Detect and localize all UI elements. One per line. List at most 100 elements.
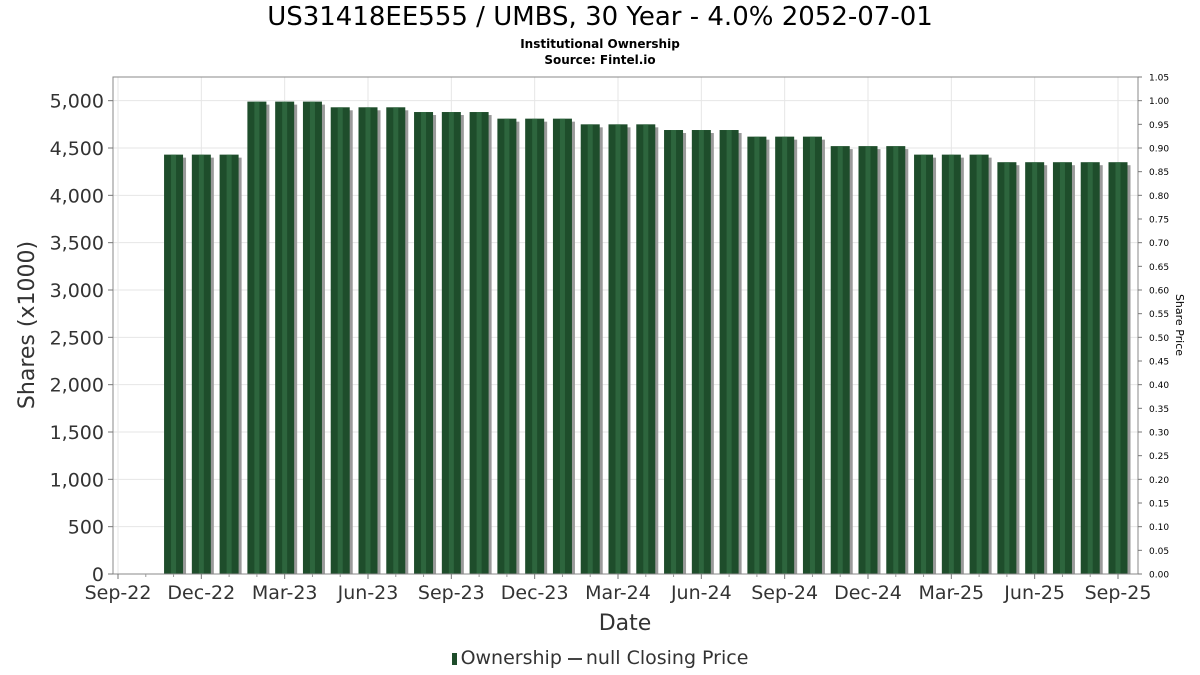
y-axis: 0 500 1,000 1,500 2,000 2,500 3,000 3,500 4,000 4… — [50, 91, 113, 586]
bars — [164, 101, 1131, 575]
y2-tick-label: 0.05 — [1149, 547, 1169, 557]
y2-tick-label: 0.10 — [1149, 523, 1169, 533]
bar-highlight — [198, 154, 204, 575]
ownership-bar — [191, 154, 214, 575]
bar-highlight — [393, 107, 399, 574]
x-tick-label: Mar-23 — [252, 582, 318, 604]
x-tick-label: Jun-25 — [1003, 582, 1065, 604]
ownership-bar — [691, 130, 714, 574]
legend-line-price — [567, 657, 582, 660]
bar-highlight — [448, 112, 454, 574]
y2-tick-label: 0.45 — [1149, 358, 1169, 368]
x-tick-label: Mar-25 — [918, 582, 984, 604]
y2-tick-label: 0.90 — [1149, 145, 1169, 155]
y2-tick-label: 0.50 — [1149, 334, 1169, 344]
bar-highlight — [504, 118, 510, 575]
legend-label-ownership: Ownership — [460, 647, 562, 669]
bar-highlight — [559, 118, 565, 575]
plot-frame — [112, 76, 1139, 575]
bar-highlight — [976, 154, 982, 575]
x-tick-label: Sep-25 — [1085, 582, 1152, 604]
y2-tick-label: 0.65 — [1149, 263, 1169, 273]
bar-highlight — [754, 136, 760, 574]
y2-tick-label: 0.25 — [1149, 452, 1169, 462]
bar-highlight — [421, 112, 427, 574]
y2-tick-label: 0.60 — [1149, 287, 1169, 297]
ownership-bar — [1080, 162, 1103, 574]
ownership-bar — [830, 146, 853, 574]
ownership-bar — [747, 136, 770, 574]
x-tick-label: Jun-24 — [670, 582, 732, 604]
legend: Ownership null Closing Price — [0, 647, 1200, 669]
legend-label-price: null Closing Price — [585, 647, 749, 669]
bar-highlight — [1087, 162, 1093, 574]
chart-subtitle: Institutional Ownership Source: Fintel.i… — [0, 36, 1200, 68]
bar-highlight — [1004, 162, 1010, 574]
y2-axis-label: Share Price — [1173, 294, 1186, 356]
x-tick-label: Sep-23 — [418, 582, 485, 604]
y-tick-label: 500 — [68, 517, 104, 539]
y2-tick-label: 0.00 — [1149, 571, 1169, 581]
ownership-bar — [1108, 162, 1131, 574]
bar-highlight — [643, 124, 649, 574]
y-tick-label: 4,000 — [50, 185, 104, 207]
y-tick-label: 0 — [92, 564, 104, 586]
y2-tick-label: 0.85 — [1149, 168, 1169, 178]
bar-highlight — [254, 101, 260, 574]
bar-highlight — [1032, 162, 1038, 574]
x-tick-label: Sep-24 — [751, 582, 818, 604]
x-tick-label: Dec-23 — [501, 582, 569, 604]
ownership-bar — [386, 107, 409, 574]
bar-highlight — [1115, 162, 1121, 574]
ownership-bar — [914, 154, 937, 575]
bar-highlight — [893, 146, 899, 574]
x-tick-label: Dec-22 — [167, 582, 235, 604]
ownership-bar — [275, 101, 298, 574]
subtitle-line-2: Source: Fintel.io — [544, 53, 656, 67]
bar-highlight — [698, 130, 704, 574]
bar-highlight — [865, 146, 871, 574]
bar-highlight — [226, 154, 232, 575]
y2-tick-label: 0.70 — [1149, 239, 1169, 249]
y2-tick-label: 0.15 — [1149, 500, 1169, 510]
ownership-bar — [997, 162, 1020, 574]
bar-highlight — [337, 107, 343, 574]
ownership-bar — [552, 118, 575, 575]
x-axis: Sep-22 Dec-22 Mar-23 Jun-23 Sep-23 Dec-23 Mar-… — [85, 574, 1152, 604]
ownership-bar — [775, 136, 798, 574]
bar-highlight — [837, 146, 843, 574]
y-tick-label: 2,000 — [50, 375, 104, 397]
bar-highlight — [671, 130, 677, 574]
ownership-bar — [330, 107, 353, 574]
ownership-bar — [219, 154, 242, 575]
x-tick-label: Mar-24 — [585, 582, 651, 604]
y-tick-label: 3,500 — [50, 233, 104, 255]
y2-tick-label: 0.30 — [1149, 429, 1169, 439]
bar-highlight — [615, 124, 621, 574]
y2-tick-label: 1.05 — [1149, 74, 1169, 84]
bar-highlight — [282, 101, 288, 574]
y2-tick-label: 0.35 — [1149, 405, 1169, 415]
ownership-bar — [941, 154, 964, 575]
x-tick-label: Dec-24 — [834, 582, 902, 604]
ownership-bar — [469, 112, 492, 574]
x-tick-label: Jun-23 — [337, 582, 399, 604]
bar-highlight — [587, 124, 593, 574]
ownership-bar — [719, 130, 742, 574]
y2-tick-label: 1.00 — [1149, 97, 1169, 107]
ownership-bar — [441, 112, 464, 574]
bar-highlight — [782, 136, 788, 574]
ownership-bar — [302, 101, 325, 574]
y-tick-label: 1,000 — [50, 469, 104, 491]
ownership-bar — [858, 146, 881, 574]
legend-swatch-ownership — [451, 652, 457, 665]
ownership-bar — [414, 112, 437, 574]
ownership-bar — [636, 124, 659, 574]
y2-tick-label: 0.40 — [1149, 381, 1169, 391]
bar-highlight — [948, 154, 954, 575]
ownership-bar — [164, 154, 187, 575]
ownership-bar — [525, 118, 548, 575]
y2-tick-label: 0.20 — [1149, 476, 1169, 486]
y2-tick-label: 0.75 — [1149, 216, 1169, 226]
